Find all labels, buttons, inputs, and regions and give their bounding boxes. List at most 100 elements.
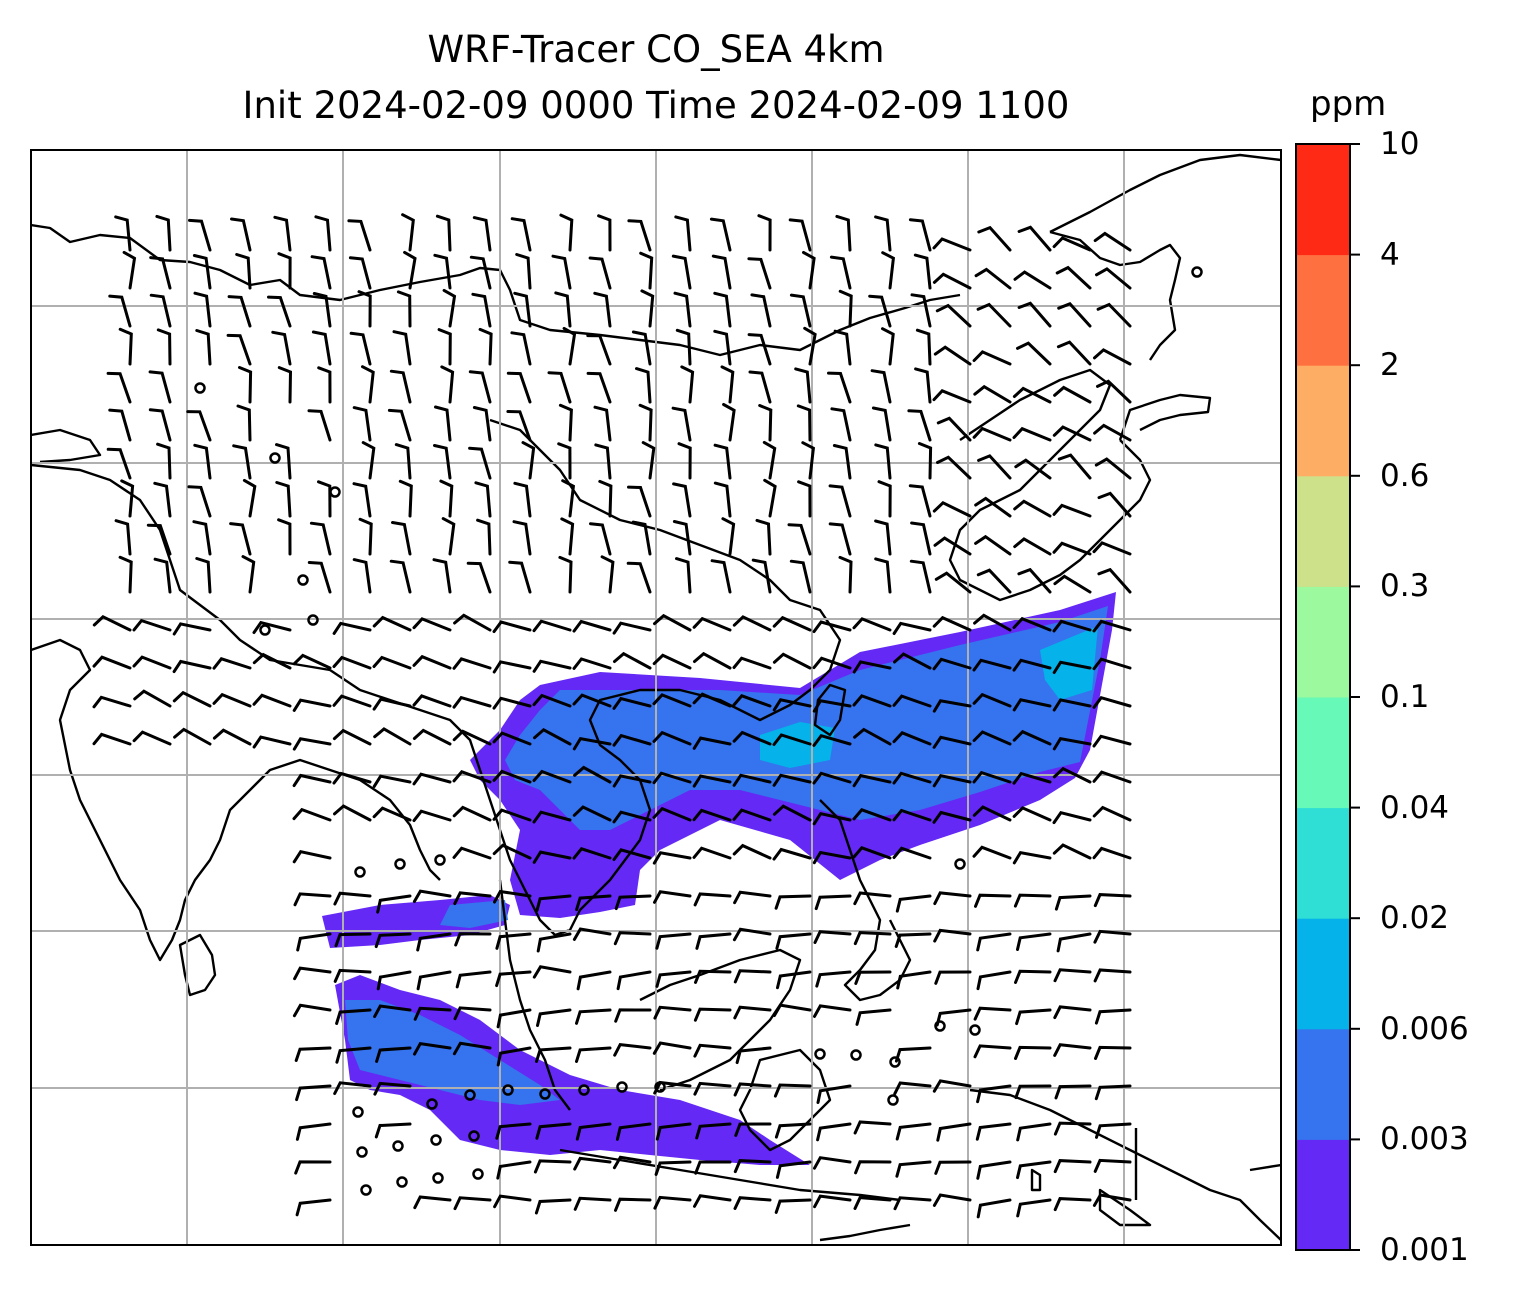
wind-barb bbox=[471, 292, 492, 328]
wind-barb bbox=[974, 893, 1012, 908]
wind-barb bbox=[693, 1007, 732, 1022]
wind-barb bbox=[973, 1044, 1012, 1059]
colorbar-segment bbox=[1296, 365, 1350, 477]
wind-barb bbox=[149, 256, 172, 290]
wind-barb bbox=[332, 621, 372, 635]
colorbar-unit-label: ppm bbox=[1310, 84, 1387, 124]
wind-barb bbox=[801, 441, 816, 480]
wind-barb bbox=[468, 370, 492, 404]
wind-barb bbox=[932, 272, 972, 290]
wind-barb bbox=[812, 771, 852, 785]
wind-barb bbox=[640, 289, 655, 328]
wind-barb bbox=[373, 1081, 412, 1096]
wind-barb bbox=[772, 698, 812, 712]
wind-barb bbox=[452, 729, 492, 746]
wind-barb bbox=[307, 561, 332, 594]
wind-barb bbox=[733, 1005, 772, 1020]
wind-barb bbox=[976, 568, 1012, 594]
wind-barb bbox=[852, 660, 892, 674]
wind-barb bbox=[534, 1198, 572, 1215]
colorbar-tick-label: 4 bbox=[1380, 236, 1400, 273]
wind-barb bbox=[1016, 1198, 1052, 1218]
wind-barb bbox=[735, 1046, 772, 1065]
wind-barb bbox=[492, 696, 532, 710]
wind-barb bbox=[389, 369, 412, 404]
wind-barb bbox=[416, 932, 452, 952]
calm-wind-marker bbox=[426, 1098, 438, 1110]
wind-barb bbox=[615, 1122, 652, 1141]
wind-barb bbox=[1092, 695, 1132, 709]
wind-barb bbox=[612, 733, 652, 747]
wind-barb bbox=[236, 404, 252, 442]
wind-barb bbox=[910, 521, 932, 556]
wind-barb bbox=[573, 765, 612, 784]
figure-title-line-1: WRF-Tracer CO_SEA 4km bbox=[427, 28, 885, 71]
wind-barb bbox=[613, 931, 652, 946]
wind-barb bbox=[532, 850, 572, 864]
wind-barb bbox=[187, 485, 212, 518]
wind-barb bbox=[734, 1122, 772, 1137]
wind-barb bbox=[1053, 1197, 1092, 1212]
wind-barb bbox=[492, 660, 532, 674]
wind-barb bbox=[412, 772, 452, 786]
wind-barb bbox=[612, 774, 652, 788]
wind-barb bbox=[361, 365, 375, 404]
wind-barb bbox=[335, 1046, 372, 1064]
tracer-plume-middle-inner bbox=[440, 900, 508, 928]
wind-barb bbox=[496, 1046, 532, 1067]
wind-barb bbox=[195, 329, 212, 366]
wind-barb bbox=[586, 334, 612, 366]
wind-barb bbox=[372, 697, 412, 711]
wind-barb bbox=[1092, 734, 1132, 748]
wind-barbs-layer bbox=[92, 213, 1203, 1219]
wind-barb bbox=[153, 481, 172, 518]
wind-barb bbox=[732, 927, 772, 942]
wind-barb bbox=[627, 219, 652, 252]
wind-barb bbox=[693, 1043, 732, 1058]
wind-barb bbox=[694, 969, 732, 984]
wind-barb bbox=[874, 519, 892, 556]
wind-barb bbox=[314, 215, 332, 252]
wind-barb bbox=[532, 965, 572, 979]
wind-barb bbox=[913, 253, 932, 290]
wind-barb bbox=[472, 406, 492, 442]
wind-barb bbox=[762, 440, 777, 480]
wind-barb bbox=[333, 1081, 372, 1095]
wind-barb bbox=[172, 622, 212, 636]
wind-barb bbox=[535, 1122, 572, 1140]
wind-barb bbox=[932, 657, 972, 671]
wind-barb bbox=[653, 890, 692, 904]
wind-barb bbox=[692, 774, 732, 788]
wind-barb bbox=[803, 326, 817, 366]
wind-barb bbox=[732, 843, 772, 860]
wind-barb bbox=[1053, 574, 1092, 594]
wind-barb bbox=[172, 690, 212, 708]
wind-barb bbox=[672, 520, 692, 556]
wind-barb bbox=[1052, 503, 1092, 518]
wind-barb bbox=[1052, 843, 1092, 860]
wind-barb bbox=[813, 930, 852, 944]
wind-barb bbox=[296, 932, 332, 952]
calm-wind-marker bbox=[472, 1168, 484, 1180]
wind-barb bbox=[295, 1198, 332, 1217]
wind-barb bbox=[933, 928, 972, 943]
wind-barb bbox=[976, 1084, 1012, 1104]
wind-barb bbox=[267, 295, 292, 328]
calm-wind-marker bbox=[887, 1094, 899, 1106]
wind-barb bbox=[1053, 1159, 1092, 1174]
wind-barb bbox=[854, 970, 892, 985]
wind-barb bbox=[133, 689, 172, 708]
wind-barb bbox=[333, 804, 372, 822]
wind-barb bbox=[452, 1041, 492, 1056]
wind-barb bbox=[976, 932, 1012, 952]
colorbar-tick-label: 0.02 bbox=[1380, 900, 1450, 937]
wind-barb bbox=[273, 215, 292, 252]
wind-barb bbox=[413, 1041, 452, 1056]
wind-barb bbox=[680, 365, 695, 404]
wind-barb bbox=[733, 1159, 772, 1174]
wind-barb bbox=[612, 810, 652, 824]
wind-barb bbox=[972, 426, 1012, 442]
colorbar-tick-label: 0.04 bbox=[1380, 789, 1450, 826]
wind-barb bbox=[932, 237, 972, 252]
wind-barb bbox=[1054, 1084, 1092, 1100]
